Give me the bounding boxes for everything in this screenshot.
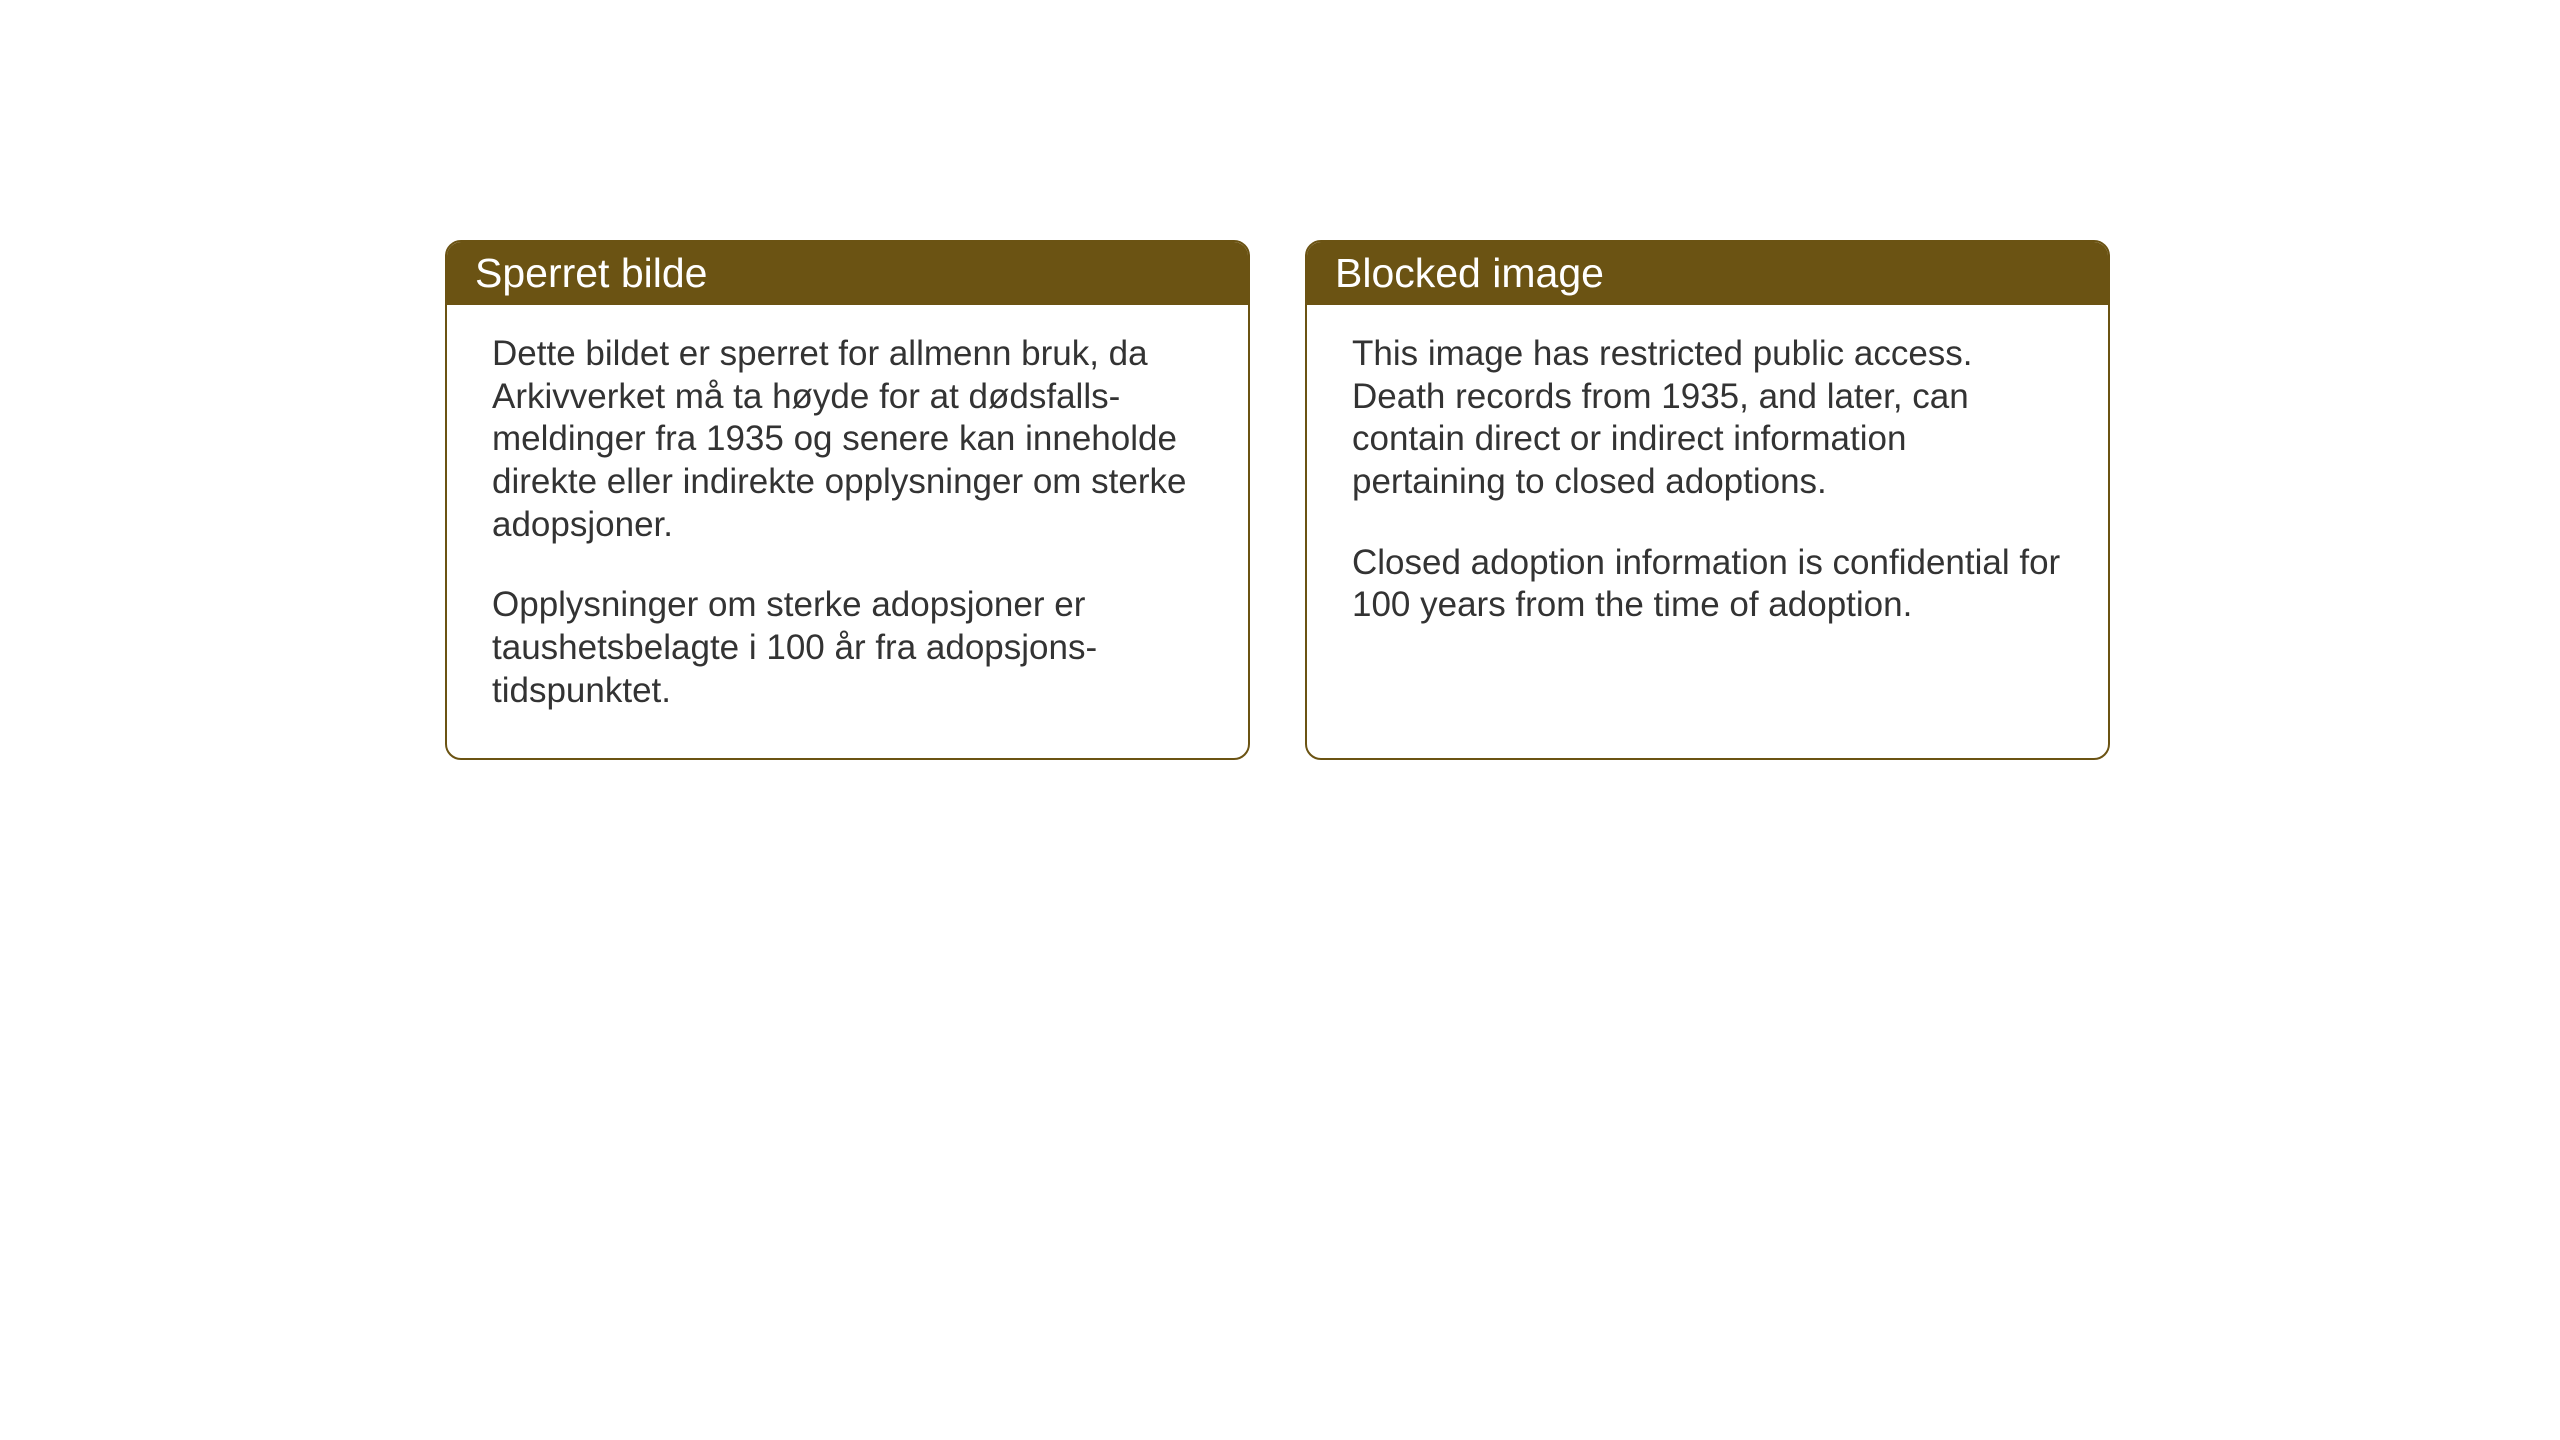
norwegian-paragraph-2: Opplysninger om sterke adopsjoner er tau…: [492, 584, 1203, 712]
english-notice-title: Blocked image: [1307, 242, 2108, 305]
norwegian-notice-body: Dette bildet er sperret for allmenn bruk…: [447, 305, 1248, 758]
english-notice-body: This image has restricted public access.…: [1307, 305, 2108, 672]
english-paragraph-2: Closed adoption information is confident…: [1352, 542, 2063, 627]
notice-container: Sperret bilde Dette bildet er sperret fo…: [445, 240, 2110, 760]
english-paragraph-1: This image has restricted public access.…: [1352, 333, 2063, 504]
norwegian-notice-box: Sperret bilde Dette bildet er sperret fo…: [445, 240, 1250, 760]
norwegian-paragraph-1: Dette bildet er sperret for allmenn bruk…: [492, 333, 1203, 546]
english-notice-box: Blocked image This image has restricted …: [1305, 240, 2110, 760]
norwegian-notice-title: Sperret bilde: [447, 242, 1248, 305]
